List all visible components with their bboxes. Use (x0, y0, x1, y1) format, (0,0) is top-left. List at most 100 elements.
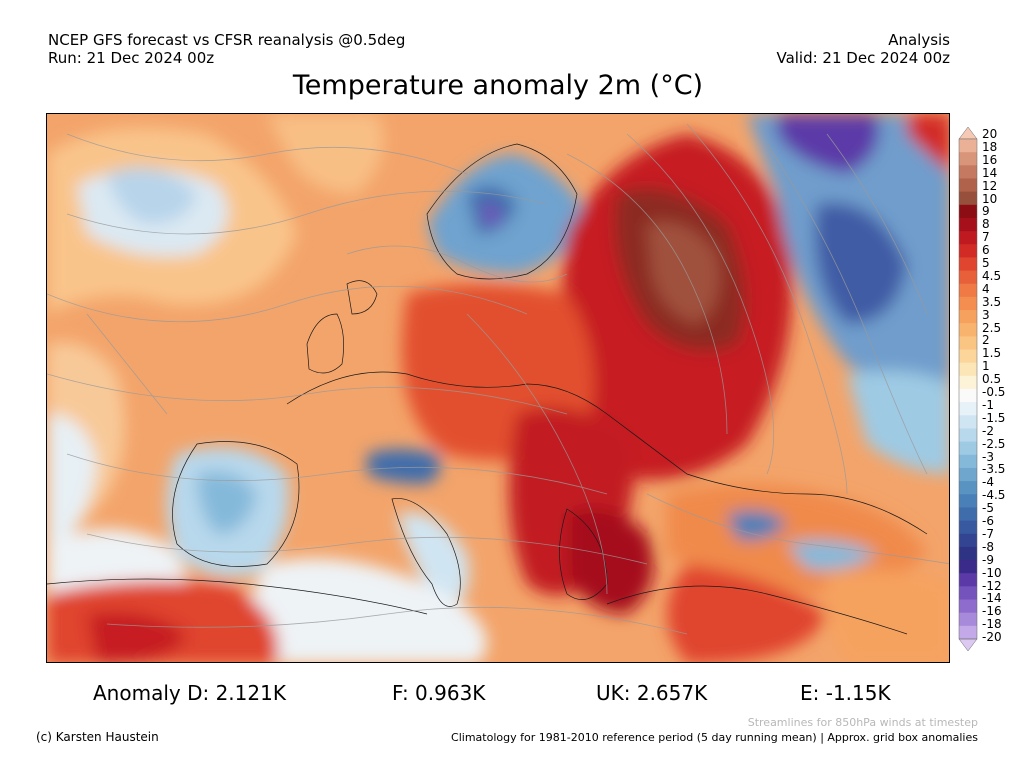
header-right: Analysis Valid: 21 Dec 2024 00z (776, 31, 950, 67)
wind-streamlines (47, 123, 949, 635)
valid-time: Valid: 21 Dec 2024 00z (776, 49, 950, 67)
model-description: NCEP GFS forecast vs CFSR reanalysis @0.… (48, 31, 406, 49)
colorbar-label: -7 (982, 526, 994, 541)
colorbar-label: -9 (982, 552, 994, 567)
colorbar-segment (959, 402, 977, 416)
colorbar-segment (959, 573, 977, 587)
colorbar-label: 1 (982, 359, 990, 374)
colorbar-segment (959, 467, 977, 482)
colorbar-label: 8 (982, 217, 990, 232)
colorbar-segment (959, 152, 977, 166)
colorbar-top-arrow (958, 126, 978, 140)
colorbar-label: -4 (982, 475, 994, 490)
colorbar-label: 4 (982, 281, 990, 296)
colorbar-label: -18 (982, 617, 1002, 632)
colorbar-segment (959, 494, 977, 508)
colorbar-label: -2 (982, 423, 994, 438)
colorbar-label: 4.5 (982, 268, 1002, 283)
streamlines-note: Streamlines for 850hPa winds at timestep (747, 716, 978, 729)
colorbar-label: -2.5 (982, 436, 1006, 451)
colorbar-label: 14 (982, 165, 998, 180)
colorbar-label: 2 (982, 333, 990, 348)
anomaly-map (46, 113, 950, 663)
colorbar-segment (959, 231, 977, 245)
colorbar-segment (959, 296, 977, 311)
colorbar-label: -14 (982, 591, 1002, 606)
colorbar-segment (959, 139, 977, 153)
colorbar-label: 20 (982, 127, 998, 141)
colorbar-label: 9 (982, 204, 990, 219)
colorbar-segment (959, 283, 977, 298)
colorbar-label: -3.5 (982, 462, 1006, 477)
stat-spain: E: -1.15K (800, 681, 891, 705)
stat-uk: UK: 2.657K (596, 681, 708, 705)
colorbar-segment (959, 586, 977, 601)
colorbar-segment (959, 349, 977, 364)
climatology-note: Climatology for 1981-2010 reference peri… (451, 731, 978, 744)
colorbar-segment (959, 336, 977, 351)
colorbar-segment (959, 428, 977, 443)
colorbar-label: 10 (982, 191, 998, 206)
colorbar-label: 12 (982, 178, 998, 193)
colorbar-label: 5 (982, 256, 990, 270)
colorbar-segment (959, 178, 977, 193)
colorbar-label: -1 (982, 397, 994, 412)
colorbar-segment (959, 415, 977, 429)
colorbar-label: 16 (982, 152, 998, 167)
colorbar-label: -0.5 (982, 385, 1006, 399)
colorbar-segment (959, 546, 977, 561)
colorbar-label: 7 (982, 230, 990, 245)
colorbar-label: -6 (982, 514, 994, 528)
colorbar-segment (959, 165, 977, 179)
colorbar-label: 1.5 (982, 346, 1002, 361)
colorbar-label: 18 (982, 139, 998, 154)
colorbar-segment (959, 389, 977, 403)
map-title: Temperature anomaly 2m (°C) (292, 70, 704, 101)
colorbar-segment (959, 560, 977, 574)
stat-germany: Anomaly D: 2.121K (93, 681, 286, 705)
colorbar-segment (959, 310, 977, 324)
colorbar-segment (959, 599, 977, 614)
colorbar-segment (959, 375, 977, 390)
colorbar-label: 2.5 (982, 320, 1002, 335)
colorbar-segment (959, 191, 977, 206)
analysis-label: Analysis (888, 31, 950, 49)
colorbar (958, 126, 978, 652)
colorbar-segment (959, 323, 977, 337)
colorbar-segment (959, 533, 977, 548)
coastlines (47, 143, 928, 635)
credit: (c) Karsten Haustein (36, 730, 159, 744)
header-left: NCEP GFS forecast vs CFSR reanalysis @0.… (48, 31, 405, 67)
colorbar-label: -4.5 (982, 488, 1006, 503)
colorbar-label: -12 (982, 578, 1002, 593)
colorbar-bottom-arrow (958, 638, 978, 652)
anomaly-map-graphic (47, 114, 949, 662)
colorbar-label: -1.5 (982, 410, 1006, 425)
colorbar-segment (959, 270, 977, 285)
colorbar-label: -20 (982, 630, 1002, 645)
colorbar-segment (959, 244, 977, 258)
colorbar-label: -8 (982, 539, 994, 554)
colorbar-segment (959, 625, 977, 640)
colorbar-segment (959, 257, 977, 272)
colorbar-graphic (958, 126, 978, 652)
colorbar-segment (959, 362, 977, 377)
colorbar-segment (959, 454, 977, 469)
colorbar-segment (959, 217, 977, 232)
colorbar-segment (959, 481, 977, 495)
colorbar-segment (959, 520, 977, 535)
run-time: Run: 21 Dec 2024 00z (48, 49, 215, 67)
colorbar-label: -16 (982, 604, 1002, 619)
colorbar-segment (959, 204, 977, 219)
colorbar-label: 6 (982, 243, 990, 258)
colorbar-segment (959, 441, 977, 456)
colorbar-segment (959, 507, 977, 522)
colorbar-label: -5 (982, 501, 994, 516)
country-stats: Anomaly D: 2.121K F: 0.963K UK: 2.657K E… (0, 681, 1024, 705)
colorbar-segment (959, 612, 977, 627)
colorbar-label: -10 (982, 565, 1002, 580)
anomaly-field (47, 114, 949, 662)
colorbar-label: 3 (982, 307, 990, 322)
stat-france: F: 0.963K (392, 681, 486, 705)
colorbar-label: 3.5 (982, 294, 1002, 309)
